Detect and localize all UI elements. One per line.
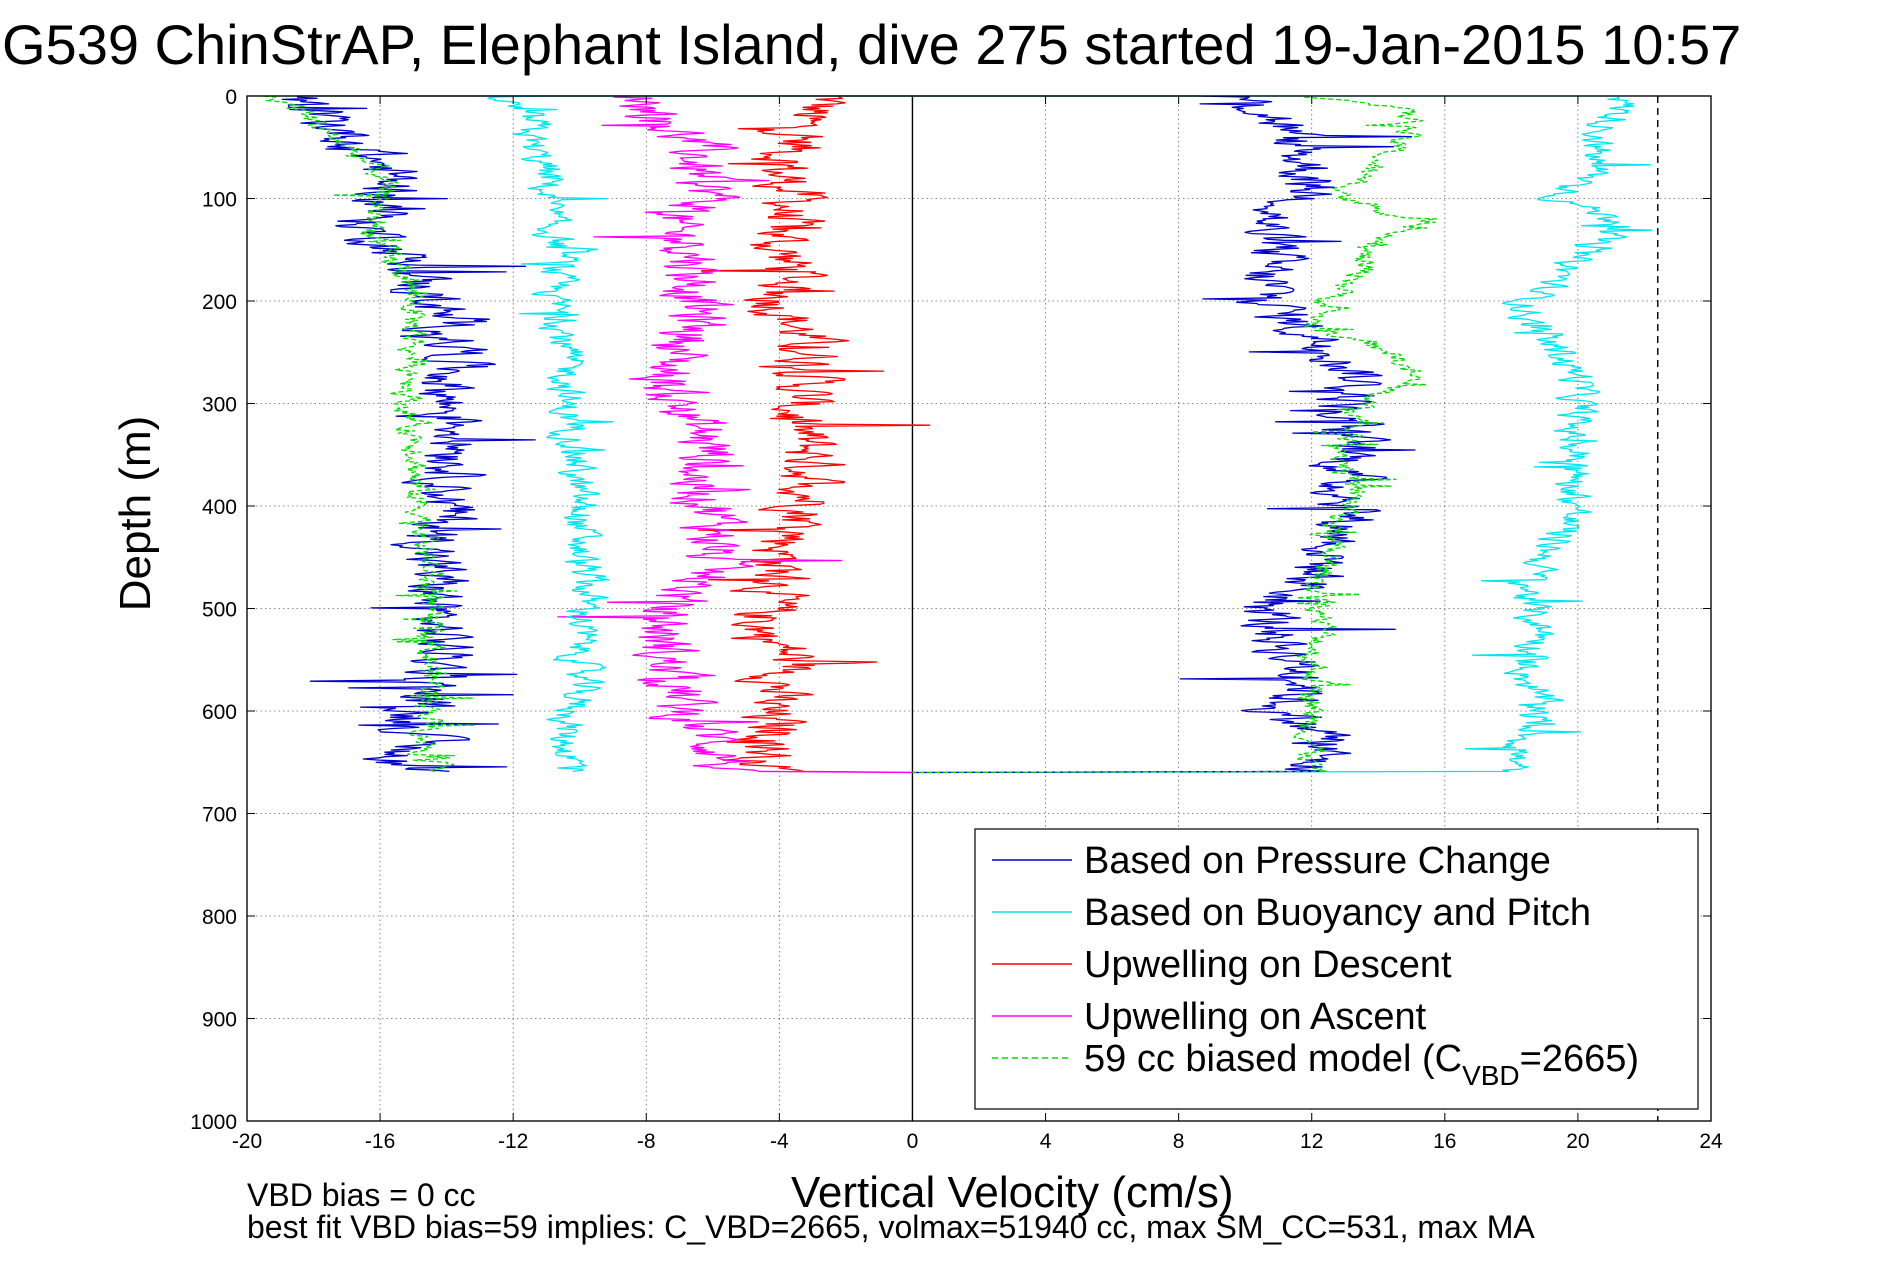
descent-trace [487, 95, 913, 773]
y-tick-label: 0 [225, 86, 237, 109]
legend-label: Upwelling on Ascent [1084, 996, 1427, 1038]
chart-title: G539 ChinStrAP, Elephant Island, dive 27… [2, 13, 1741, 76]
x-tick-label: 20 [1566, 1130, 1589, 1153]
y-tick-label: 700 [202, 804, 237, 827]
x-tick-label: -8 [637, 1130, 656, 1153]
legend-label: Based on Buoyancy and Pitch [1084, 892, 1591, 934]
series-based-on-buoyancy-and-pitch [487, 95, 1653, 774]
y-tick-label: 600 [202, 701, 237, 724]
x-tick-label: -4 [770, 1130, 789, 1153]
legend-label: Upwelling on Descent [1084, 944, 1452, 986]
legend-label-tail: =2665) [1520, 1038, 1639, 1080]
x-tick-label: -16 [365, 1130, 395, 1153]
x-tick-label: -20 [232, 1130, 262, 1153]
series-59-cc-biased-model-cvbd-2665 [259, 95, 1438, 774]
series-upwelling-on-ascent [557, 95, 913, 774]
best-fit-note: best fit VBD bias=59 implies: C_VBD=2665… [247, 1209, 1535, 1245]
y-axis-label: Depth (m) [111, 416, 160, 612]
legend-label-main: 59 cc biased model (C [1084, 1038, 1462, 1080]
y-tick-label: 100 [202, 189, 237, 212]
x-axis-label: Vertical Velocity (cm/s) [791, 1168, 1234, 1217]
legend-label-subscript: VBD [1462, 1060, 1520, 1091]
legend-box [974, 828, 1699, 1110]
x-tick-label: -12 [498, 1130, 528, 1153]
y-tick-label: 200 [202, 291, 237, 314]
y-axis-ticks: 0 100 200 300 400 500 600 700 800 900 1000 [190, 86, 1711, 1134]
legend: Based on Pressure Change Based on Buoyanc… [974, 828, 1699, 1110]
y-tick-label: 800 [202, 906, 237, 929]
x-tick-label: 0 [907, 1130, 919, 1153]
x-tick-label: 4 [1040, 1130, 1052, 1153]
trace [557, 95, 913, 774]
x-tick-label: 8 [1173, 1130, 1185, 1153]
series-upwelling-on-descent [697, 95, 931, 774]
x-tick-label: 16 [1433, 1130, 1456, 1153]
vbd-bias-note: VBD bias = 0 cc [247, 1177, 476, 1213]
ascent-trace [912, 95, 1438, 774]
trace [697, 95, 931, 774]
y-tick-label: 500 [202, 599, 237, 622]
y-tick-label: 400 [202, 496, 237, 519]
descent-trace [259, 95, 913, 773]
legend-label: Based on Pressure Change [1084, 840, 1551, 882]
legend-label: 59 cc biased model (CVBD=2665) [1084, 1038, 1639, 1091]
data-series [259, 95, 1653, 774]
x-axis-ticks: -20 -16 -12 -8 -4 0 4 8 12 16 20 24 [232, 96, 1723, 1153]
y-tick-label: 900 [202, 1009, 237, 1032]
x-tick-label: 24 [1699, 1130, 1723, 1153]
ascent-trace [912, 95, 1653, 774]
y-tick-label: 1000 [190, 1111, 237, 1134]
y-tick-label: 300 [202, 394, 237, 417]
x-tick-label: 12 [1300, 1130, 1323, 1153]
